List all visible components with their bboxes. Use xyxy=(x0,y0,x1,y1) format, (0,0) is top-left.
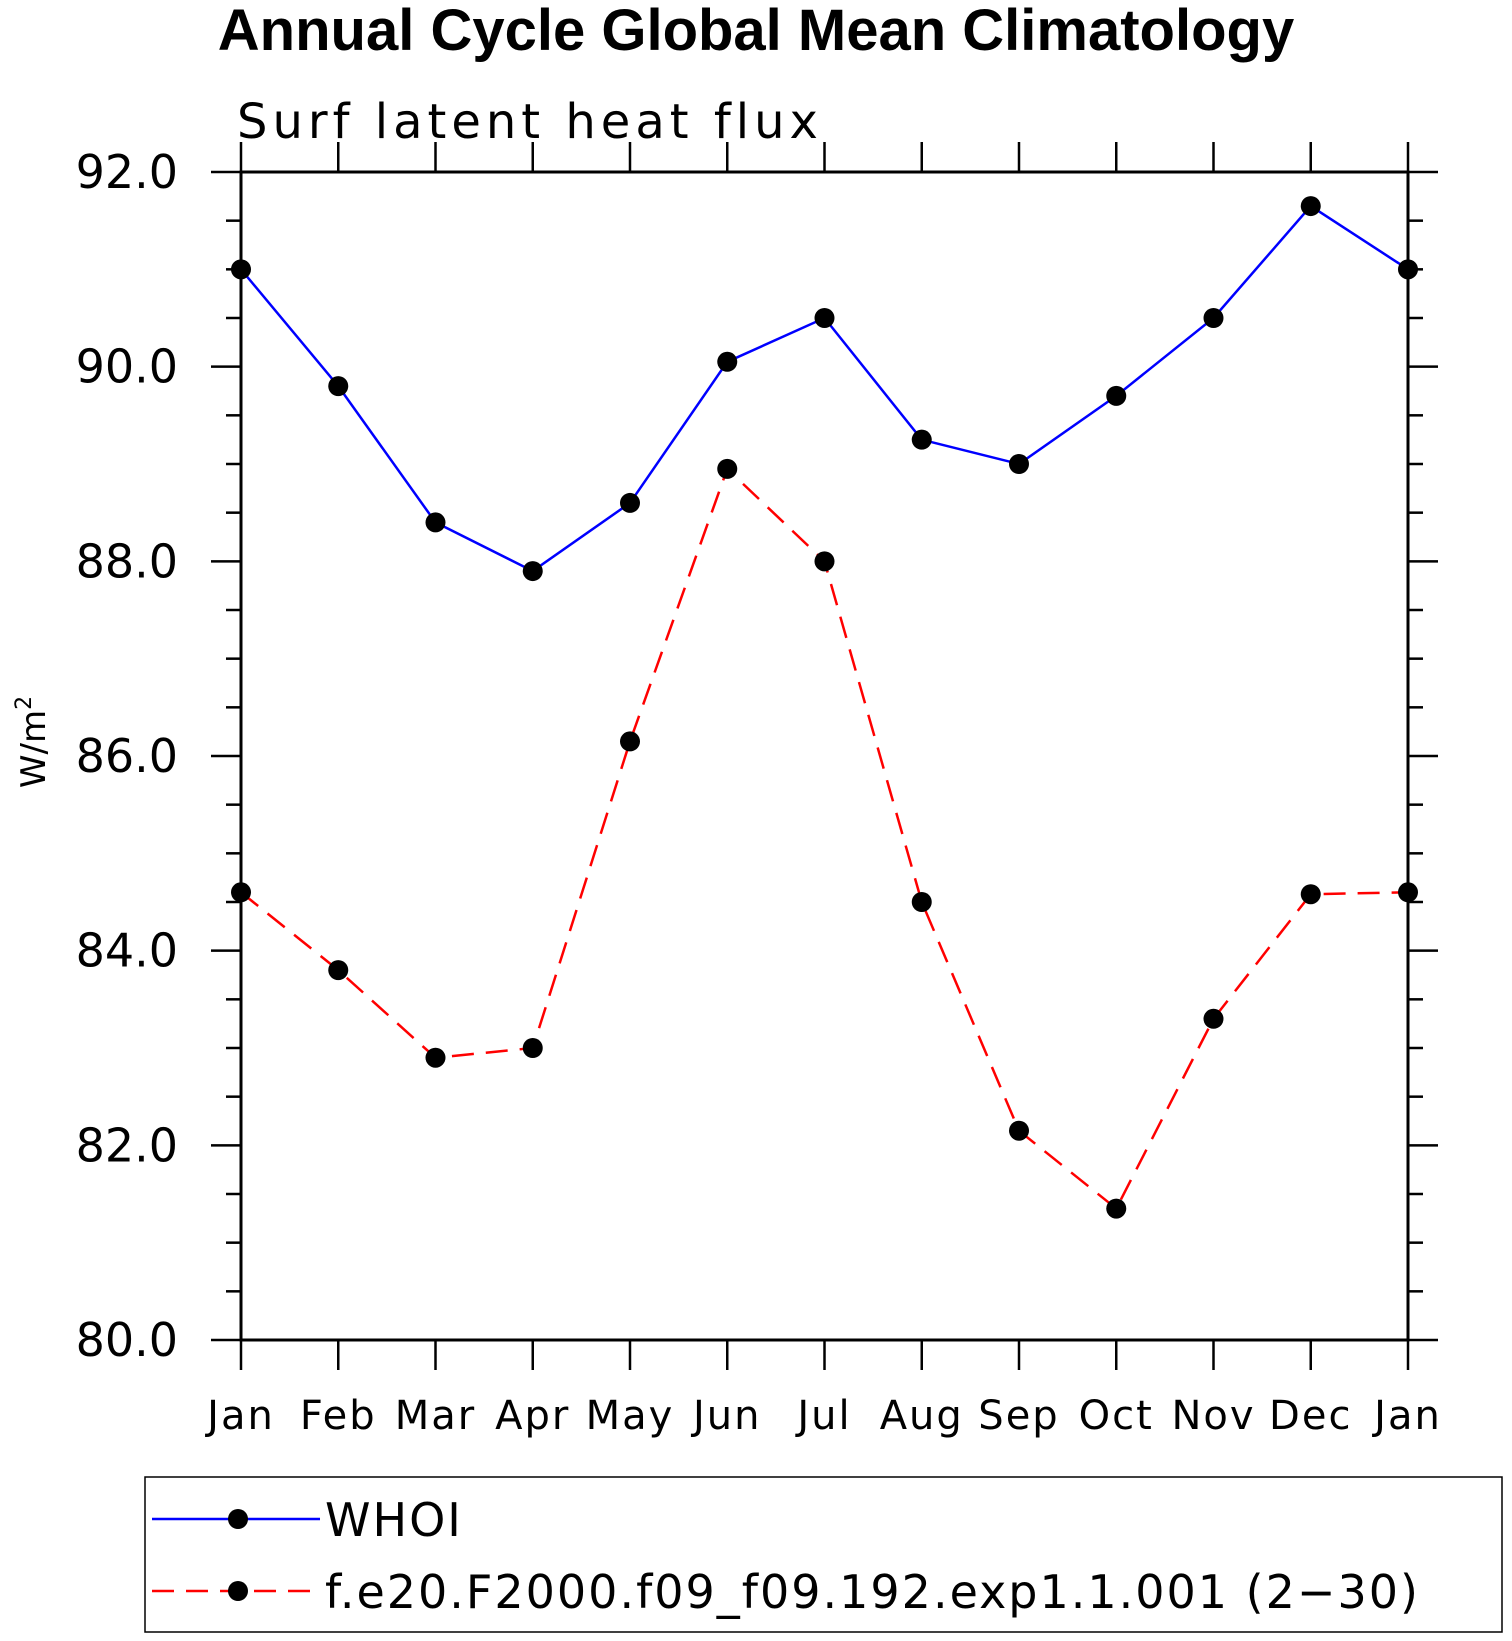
data-point xyxy=(620,731,640,752)
data-point xyxy=(522,561,543,582)
y-tick-label: 82.0 xyxy=(76,1118,178,1172)
x-tick-label: May xyxy=(586,1393,675,1439)
data-point xyxy=(1106,1198,1127,1219)
x-tick-label: Nov xyxy=(1171,1393,1255,1439)
data-point xyxy=(522,1038,543,1058)
plot-frame xyxy=(239,170,1410,1342)
data-point xyxy=(1106,385,1127,406)
data-point xyxy=(911,892,932,912)
x-tick-label: Sep xyxy=(978,1393,1059,1439)
data-point xyxy=(1009,454,1029,474)
y-axis-label-superscript: 2 xyxy=(12,696,37,710)
chart-title: Annual Cycle Global Mean Climatology xyxy=(217,0,1295,63)
svg-text:W/m2: W/m2 xyxy=(12,696,54,788)
data-point xyxy=(1398,882,1418,903)
chart-subtitle: Surf latent heat flux xyxy=(237,94,823,150)
data-point xyxy=(911,429,932,450)
legend-label: WHOI xyxy=(325,1493,463,1547)
x-tick-label: Jul xyxy=(794,1393,851,1439)
data-point xyxy=(717,458,738,479)
data-point xyxy=(328,960,349,981)
series-1 xyxy=(231,458,1418,1219)
x-tick-label: Apr xyxy=(495,1393,570,1439)
y-tick-label: 92.0 xyxy=(76,145,178,199)
y-tick-label: 90.0 xyxy=(76,340,178,394)
data-point xyxy=(814,551,835,572)
data-point xyxy=(1398,259,1418,280)
x-tick-label: Jan xyxy=(1371,1393,1442,1439)
x-tick-label: Aug xyxy=(880,1393,964,1439)
series-layer xyxy=(231,196,1418,1219)
y-axis-label-text: W/m xyxy=(14,710,54,788)
legend-box xyxy=(144,1476,1503,1633)
data-point xyxy=(1203,1008,1224,1029)
data-point xyxy=(1300,196,1321,217)
y-tick-label: 84.0 xyxy=(76,924,178,978)
data-point xyxy=(328,376,349,397)
data-point xyxy=(717,351,738,372)
x-tick-label: Jan xyxy=(204,1393,275,1439)
legend-marker xyxy=(228,1581,248,1601)
legend-label: f.e20.F2000.f09_f09.192.exp1.1.001 (2−30… xyxy=(325,1565,1420,1619)
plot-axes: 80.0 82.0 84.0 86.0 88.0 90.0 92.0 Jan Feb Mar Apr… xyxy=(76,142,1442,1439)
y-tick-label: 88.0 xyxy=(76,534,178,588)
x-tick-label: Feb xyxy=(300,1393,377,1439)
y-axis-label: W/m2 xyxy=(12,696,54,788)
data-point xyxy=(425,512,446,533)
data-point xyxy=(1203,308,1224,328)
data-point xyxy=(620,492,640,513)
x-tick-label: Mar xyxy=(395,1393,476,1439)
data-point xyxy=(814,308,835,328)
y-tick-label: 86.0 xyxy=(76,729,178,783)
data-point xyxy=(231,259,251,280)
data-point xyxy=(425,1047,446,1068)
x-tick-label: Jun xyxy=(690,1393,762,1439)
x-tick-label: Dec xyxy=(1269,1393,1352,1439)
legend-marker xyxy=(228,1509,248,1529)
series-line xyxy=(240,466,1409,1211)
data-point xyxy=(1009,1120,1029,1141)
y-tick-label: 80.0 xyxy=(76,1313,178,1367)
legend: WHOI f.e20.F2000.f09_f09.192.exp1.1.001 (… xyxy=(144,1476,1503,1633)
series-0 xyxy=(231,196,1418,582)
data-point xyxy=(231,882,251,903)
data-point xyxy=(1300,884,1321,905)
series-line xyxy=(240,204,1409,573)
x-tick-label: Oct xyxy=(1079,1393,1154,1439)
